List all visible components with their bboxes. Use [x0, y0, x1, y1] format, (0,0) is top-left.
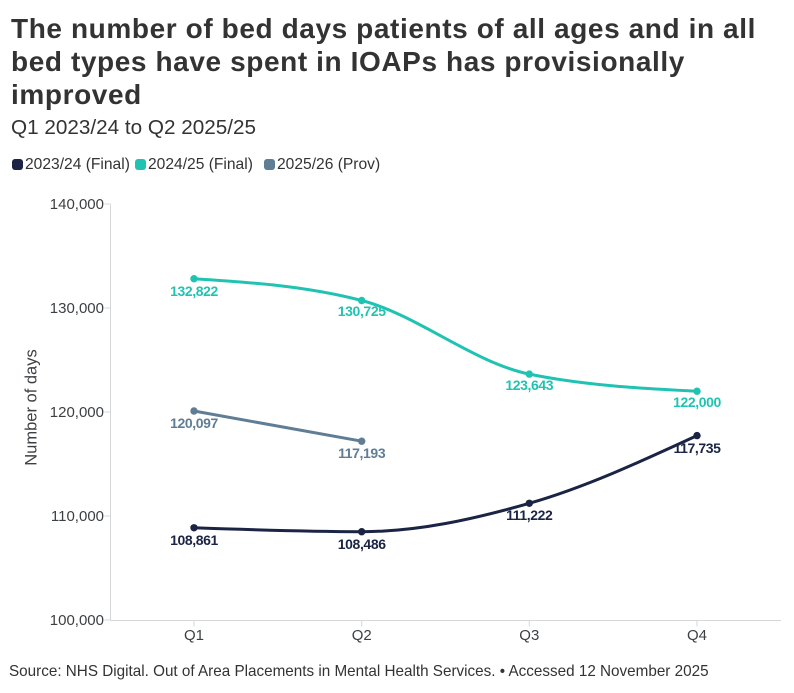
- svg-text:Q4: Q4: [687, 627, 707, 644]
- svg-text:130,000: 130,000: [50, 300, 104, 317]
- svg-text:108,861: 108,861: [170, 532, 218, 548]
- svg-text:117,193: 117,193: [338, 445, 386, 461]
- svg-text:132,822: 132,822: [170, 283, 218, 299]
- svg-text:140,000: 140,000: [50, 196, 104, 213]
- svg-text:100,000: 100,000: [50, 612, 104, 629]
- svg-text:120,000: 120,000: [50, 404, 104, 421]
- svg-text:130,725: 130,725: [338, 303, 386, 319]
- svg-text:Q1: Q1: [184, 627, 204, 644]
- svg-text:Q2: Q2: [352, 627, 372, 644]
- svg-text:111,222: 111,222: [506, 507, 553, 523]
- svg-text:120,097: 120,097: [170, 415, 218, 431]
- svg-text:123,643: 123,643: [505, 377, 553, 393]
- svg-text:122,000: 122,000: [673, 394, 721, 410]
- svg-text:Q3: Q3: [519, 627, 539, 644]
- svg-text:117,735: 117,735: [673, 440, 721, 456]
- svg-text:108,486: 108,486: [338, 536, 386, 552]
- svg-text:Number of days: Number of days: [23, 349, 41, 465]
- svg-text:110,000: 110,000: [51, 508, 104, 525]
